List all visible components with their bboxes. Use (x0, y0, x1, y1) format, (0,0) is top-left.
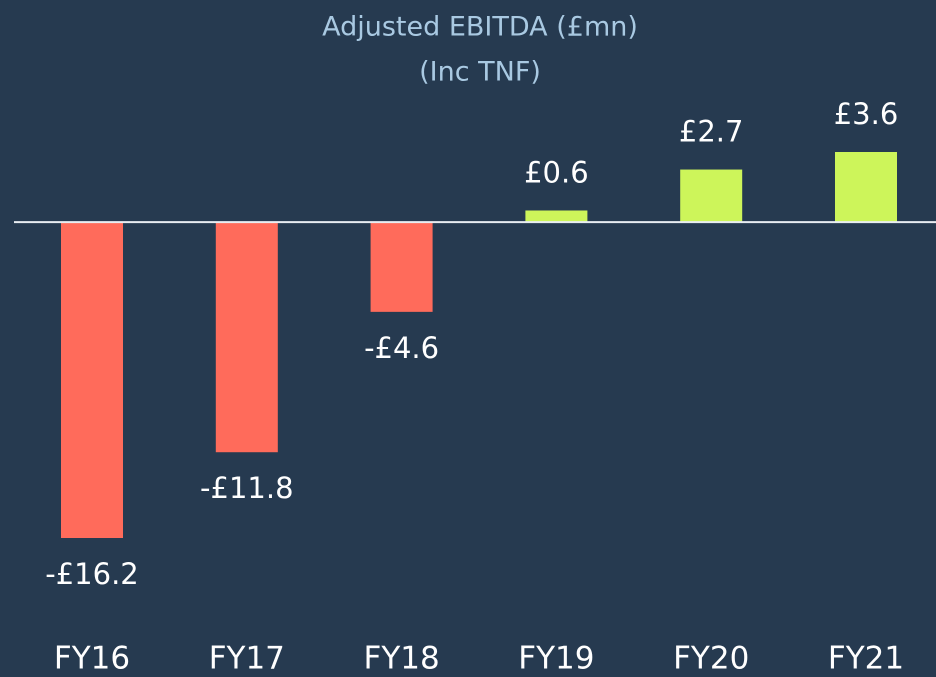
value-label: £3.6 (834, 97, 899, 131)
bar (525, 210, 588, 223)
x-tick-label: FY18 (363, 641, 439, 677)
bar (370, 222, 433, 312)
bar (835, 152, 897, 223)
value-label: £0.6 (524, 155, 589, 189)
bar (215, 222, 278, 453)
x-tick-label: FY21 (828, 641, 904, 677)
chart-title: Adjusted EBITDA (£mn) (322, 12, 638, 43)
bar (680, 169, 743, 223)
x-tick-label: FY20 (673, 641, 749, 677)
value-label: -£4.6 (364, 331, 439, 365)
x-tick-label: FY17 (209, 641, 285, 677)
value-label: -£16.2 (45, 557, 139, 591)
chart-subtitle: (Inc TNF) (419, 57, 541, 88)
value-label: £2.7 (679, 115, 744, 149)
value-label: -£11.8 (200, 471, 294, 505)
bar (61, 222, 123, 538)
x-tick-label: FY19 (518, 641, 594, 677)
x-tick-label: FY16 (54, 641, 130, 677)
